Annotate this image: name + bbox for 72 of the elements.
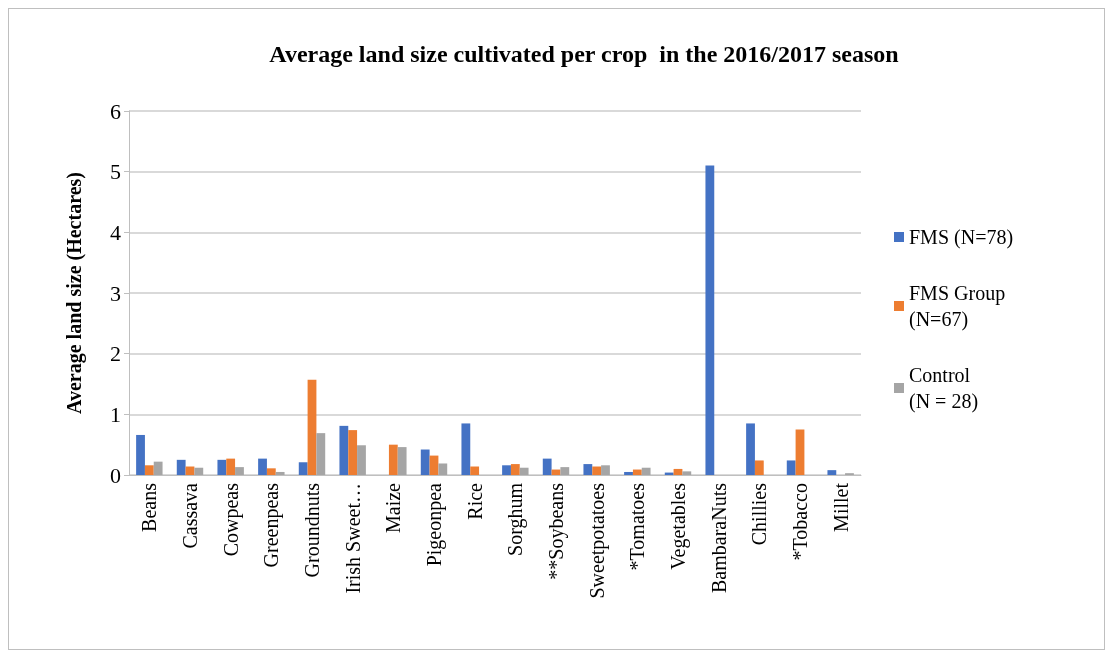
x-tick-label: Pigeonpea	[423, 482, 446, 567]
bar	[397, 447, 407, 475]
bar	[266, 468, 276, 475]
y-tick-label: 4	[110, 219, 121, 245]
bar	[786, 460, 796, 475]
bar	[592, 466, 602, 475]
bar	[136, 434, 145, 475]
bar	[275, 471, 285, 475]
bar	[795, 429, 805, 475]
legend-label: Control (N = 28)	[909, 364, 979, 413]
x-tick-label: Vegetables	[667, 482, 690, 570]
bar	[461, 423, 471, 475]
x-tick-label: *Tobacco	[789, 483, 811, 561]
legend-label: FMS (N=78)	[909, 226, 1014, 249]
bar	[641, 467, 651, 475]
x-tick-label: Cassava	[179, 482, 201, 549]
bar	[754, 460, 764, 475]
x-tick-label: Sweetpotatoes	[585, 482, 609, 599]
x-tick-label: Rice	[463, 482, 486, 520]
legend-label: FMS Group (N=67)	[909, 282, 1006, 331]
bar	[420, 449, 430, 475]
bar	[510, 464, 520, 475]
bar	[176, 459, 186, 475]
chart-title: Average land size cultivated per crop in the 2016/2017 season	[269, 41, 899, 67]
bar	[705, 165, 715, 475]
y-axis-title: Average land size (Hectares)	[63, 172, 86, 414]
bar	[388, 444, 398, 475]
bar	[144, 465, 154, 475]
x-tick-label: Millet	[829, 482, 852, 532]
bar	[226, 458, 236, 475]
bar	[673, 468, 683, 475]
bar	[746, 423, 755, 475]
x-tick-label: Greenpeas	[260, 482, 284, 568]
x-tick-label: *Tomatoes	[626, 482, 649, 571]
bar	[438, 463, 448, 475]
x-tick-label: Chillies	[748, 482, 771, 546]
y-tick-label: 6	[110, 98, 121, 124]
bar	[601, 465, 610, 475]
bar	[153, 461, 163, 475]
bar	[632, 469, 642, 475]
y-tick-label: 0	[110, 462, 121, 488]
bar	[258, 458, 267, 475]
bar	[307, 379, 317, 475]
bar	[682, 471, 692, 475]
bar	[583, 464, 593, 475]
bar	[235, 467, 244, 475]
x-tick-label: BambaraNuts	[707, 482, 730, 593]
x-tick-label: Maize	[382, 482, 405, 533]
x-tick-label: Irish Sweet…	[341, 483, 364, 594]
bar	[316, 433, 326, 475]
x-tick-label: Beans	[138, 482, 161, 532]
bar	[624, 471, 633, 475]
bar	[542, 458, 552, 475]
bar	[560, 467, 570, 475]
bar	[348, 430, 358, 475]
bar	[217, 459, 227, 475]
bar	[357, 445, 366, 475]
y-tick-label: 3	[110, 280, 121, 306]
y-tick-label: 2	[110, 341, 121, 367]
bar	[339, 425, 349, 475]
bar	[519, 467, 529, 475]
y-tick-label: 5	[110, 159, 121, 185]
bar	[298, 462, 308, 475]
bar	[470, 466, 480, 475]
x-tick-label: Sorghum	[504, 482, 528, 556]
bar	[194, 467, 204, 475]
x-tick-label: **Soybeans	[545, 482, 568, 580]
x-tick-label: Cowpeas	[219, 482, 243, 557]
bar	[827, 470, 837, 475]
x-tick-label: Groundnuts	[301, 482, 323, 578]
y-tick-label: 1	[110, 401, 121, 427]
bar	[502, 465, 511, 475]
